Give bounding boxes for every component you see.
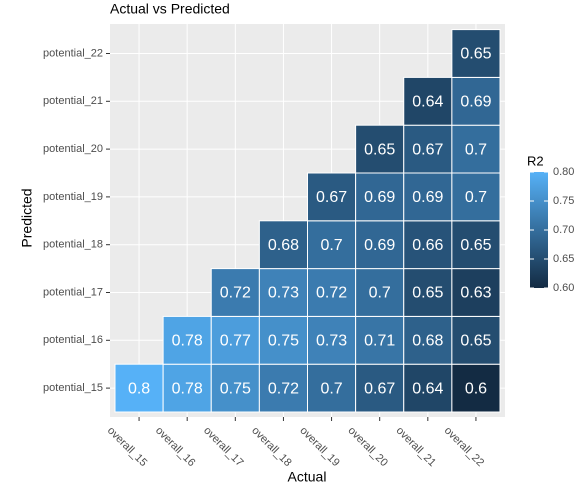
cell-label: 0.69 <box>460 94 491 111</box>
cell-label: 0.78 <box>172 380 203 397</box>
heatmap-cell <box>162 315 212 365</box>
heatmap-cell <box>307 220 357 270</box>
heatmap-cell <box>258 363 308 413</box>
y-tick-label: potential_18 <box>43 239 103 251</box>
x-tick-label: overall_21 <box>394 425 438 469</box>
cell-label: 0.73 <box>316 333 347 350</box>
cell-label: 0.75 <box>220 380 251 397</box>
y-tick-label: potential_16 <box>43 334 103 346</box>
y-axis-title: Predicted <box>19 188 35 247</box>
cell-label: 0.67 <box>316 189 347 206</box>
heatmap-cell <box>403 76 453 126</box>
x-tick-label: overall_15 <box>105 425 149 469</box>
x-tick-label: overall_18 <box>249 425 293 469</box>
cell-label: 0.71 <box>364 333 395 350</box>
x-axis-title: Actual <box>288 469 327 484</box>
y-tick-label: potential_21 <box>43 95 103 107</box>
cell-label: 0.78 <box>172 333 203 350</box>
cell-label: 0.68 <box>268 237 299 254</box>
cell-label: 0.64 <box>412 380 443 397</box>
cell-label: 0.67 <box>412 141 443 158</box>
x-tick-label: overall_20 <box>346 425 390 469</box>
legend-title: R2 <box>527 153 544 168</box>
cell-label: 0.67 <box>364 380 395 397</box>
heatmap-cell <box>307 268 357 317</box>
heatmap-cell <box>210 363 260 413</box>
cell-label: 0.65 <box>412 285 443 302</box>
cell-label: 0.65 <box>460 46 491 63</box>
cell-label: 0.72 <box>268 380 299 397</box>
heatmap-cell <box>403 315 453 365</box>
colorbar-label: 0.65 <box>553 253 574 265</box>
colorbar-label: 0.80 <box>553 166 574 178</box>
heatmap-cell <box>403 268 453 317</box>
cell-label: 0.7 <box>320 380 342 397</box>
x-tick-label: overall_19 <box>297 425 341 469</box>
y-tick-label: potential_22 <box>43 47 103 59</box>
y-tick-label: potential_20 <box>43 143 103 155</box>
heatmap-cell <box>451 76 501 126</box>
heatmap-cell <box>451 220 501 270</box>
heatmap-cell <box>403 124 453 174</box>
heatmap-cell <box>451 363 501 413</box>
heatmap-cell <box>403 363 453 413</box>
x-tick-label: overall_16 <box>153 425 197 469</box>
y-tick-label: potential_19 <box>43 191 103 203</box>
y-tick-label: potential_17 <box>43 286 103 298</box>
cell-label: 0.65 <box>460 333 491 350</box>
cell-label: 0.77 <box>220 333 251 350</box>
cell-label: 0.7 <box>465 189 487 206</box>
cell-label: 0.7 <box>465 141 487 158</box>
colorbar <box>530 172 548 288</box>
colorbar-label: 0.75 <box>553 195 574 207</box>
cell-label: 0.73 <box>268 285 299 302</box>
cell-label: 0.7 <box>320 237 342 254</box>
cell-label: 0.6 <box>465 380 487 397</box>
cell-label: 0.75 <box>268 333 299 350</box>
heatmap-cell <box>307 172 357 222</box>
heatmap-cell <box>307 363 357 413</box>
y-tick-label: potential_15 <box>43 382 103 394</box>
chart-title: Actual vs Predicted <box>110 1 230 17</box>
heatmap-cell <box>210 315 260 365</box>
cell-label: 0.65 <box>364 141 395 158</box>
cell-label: 0.65 <box>460 237 491 254</box>
colorbar-label: 0.60 <box>553 282 574 294</box>
cell-label: 0.7 <box>369 285 391 302</box>
heatmap-cell <box>114 363 164 413</box>
cell-label: 0.72 <box>220 285 251 302</box>
cell-label: 0.69 <box>412 189 443 206</box>
heatmap-cell <box>403 172 453 222</box>
heatmap-cell <box>403 220 453 270</box>
x-tick-label: overall_17 <box>201 425 245 469</box>
cell-label: 0.68 <box>412 333 443 350</box>
heatmap-cell <box>451 29 501 78</box>
cell-label: 0.8 <box>128 380 150 397</box>
x-tick-label: overall_22 <box>442 425 486 469</box>
cell-label: 0.66 <box>412 237 443 254</box>
colorbar-label: 0.70 <box>553 224 574 236</box>
cell-label: 0.63 <box>460 285 491 302</box>
heatmap-cell <box>162 363 212 413</box>
cell-label: 0.64 <box>412 94 443 111</box>
heatmap-cell <box>355 172 405 222</box>
cell-label: 0.69 <box>364 237 395 254</box>
heatmap-cell <box>258 315 308 365</box>
cell-label: 0.69 <box>364 189 395 206</box>
cell-label: 0.72 <box>316 285 347 302</box>
